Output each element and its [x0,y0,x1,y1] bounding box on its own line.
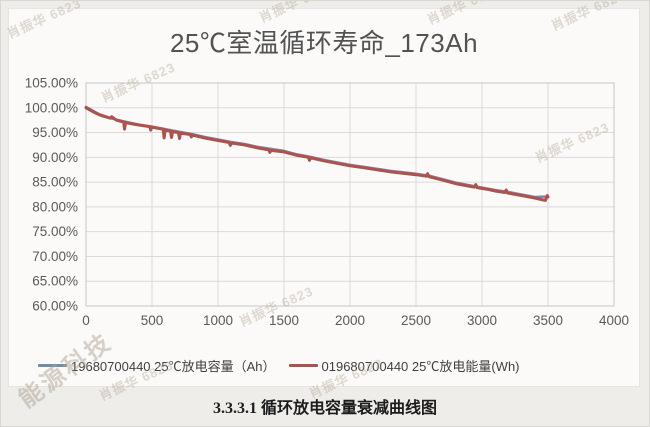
svg-text:0: 0 [82,313,90,328]
chart-title: 25℃室温循环寿命_173Ah [169,28,479,58]
svg-text:1500: 1500 [269,313,299,328]
legend-label-capacity: 19680700440 25℃放电容量（Ah） [71,359,276,374]
svg-text:70.00%: 70.00% [32,249,78,264]
cycle-life-chart-svg: 105.00% 100.00% 95.00% 90.00% 85.00% 80.00% 75… [25,76,629,329]
svg-text:1000: 1000 [203,313,233,328]
svg-text:2000: 2000 [335,313,365,328]
svg-text:60.00%: 60.00% [32,299,78,314]
svg-text:2500: 2500 [401,313,431,328]
legend-entry-capacity: 19680700440 25℃放电容量（Ah） [38,356,276,375]
capacity-line-swatch [38,364,67,367]
svg-text:3500: 3500 [533,313,563,328]
svg-text:85.00%: 85.00% [32,175,78,190]
svg-text:4000: 4000 [599,313,629,328]
cycle-life-chart: 105.00% 100.00% 95.00% 90.00% 85.00% 80.00% 75… [9,9,641,388]
svg-text:65.00%: 65.00% [32,274,78,289]
energy-line-swatch [288,364,318,367]
svg-text:100.00%: 100.00% [25,100,78,115]
svg-text:80.00%: 80.00% [32,199,78,214]
legend-entry-energy: 019680700440 25℃放电能量(Wh) [288,356,520,375]
svg-text:500: 500 [141,313,164,328]
chart-card: 25℃室温循环寿命_173Ah 105.00% 100.00% 95.00% 90.0… [8,8,640,387]
chart-legend: 19680700440 25℃放电容量（Ah） 019680700440 25℃… [38,356,520,375]
svg-text:75.00%: 75.00% [32,224,78,239]
svg-text:95.00%: 95.00% [32,125,78,140]
svg-text:105.00%: 105.00% [25,76,78,91]
figure-caption: 3.3.3.1 循环放电容量衰减曲线图 [212,400,437,417]
svg-text:3000: 3000 [467,313,497,328]
legend-label-energy: 019680700440 25℃放电能量(Wh) [321,359,520,374]
svg-text:90.00%: 90.00% [32,150,78,165]
